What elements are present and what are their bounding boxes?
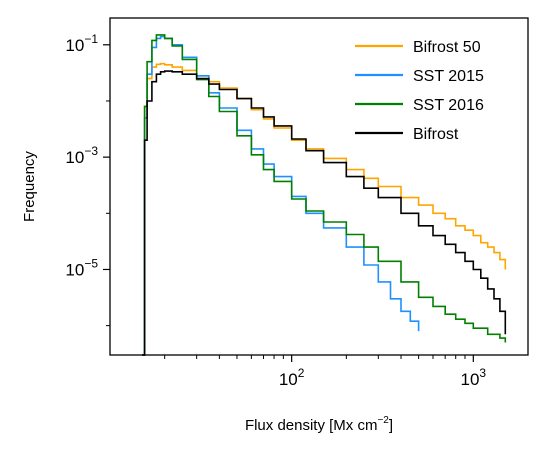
y-axis-label: Frequency — [21, 151, 38, 222]
y-tick-label: 10−1 — [65, 32, 98, 55]
series-line-bifrost — [142, 70, 507, 356]
series-layer — [142, 34, 507, 356]
legend: Bifrost 50 SST 2015 SST 2016 Bifrost — [355, 39, 484, 143]
x-axis-label: Flux density [Mx cm−2] — [245, 415, 393, 434]
plot-frame — [109, 17, 529, 356]
series-line-sst-2015 — [142, 35, 420, 356]
x-axis-label-superscript: −2 — [377, 415, 389, 426]
x-tick-label: 103 — [461, 366, 487, 389]
legend-label-sst-2016: SST 2016 — [413, 97, 484, 114]
ticks-layer: 102 103 10−1 10−3 10−5 — [65, 32, 486, 389]
y-tick-label: 10−5 — [65, 256, 98, 279]
x-tick-label: 102 — [279, 366, 305, 389]
legend-label-bifrost-50: Bifrost 50 — [413, 39, 481, 56]
y-tick-label: 10−3 — [65, 144, 98, 167]
x-axis-label-main: Flux density [Mx cm — [245, 417, 378, 434]
legend-label-sst-2015: SST 2015 — [413, 68, 484, 85]
legend-label-bifrost: Bifrost — [413, 126, 459, 143]
x-axis-label-end: ] — [389, 417, 393, 434]
series-line-sst-2016 — [142, 34, 507, 356]
